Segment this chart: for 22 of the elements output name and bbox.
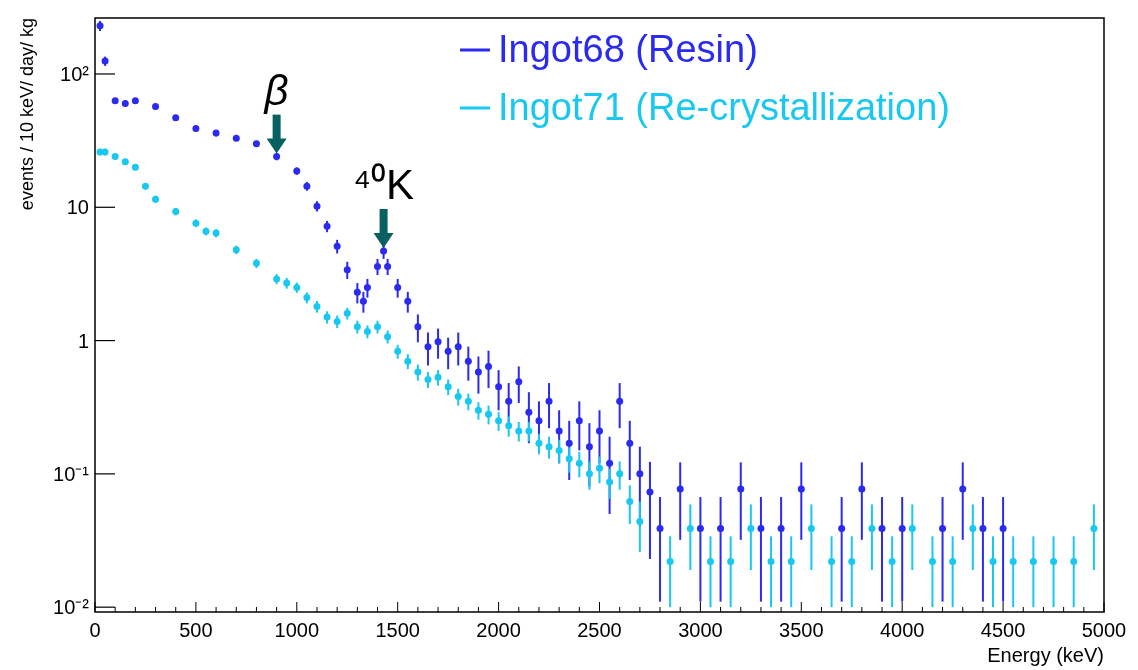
- y-tick-label: 1: [77, 329, 89, 352]
- annotation: β: [262, 66, 289, 114]
- x-tick-label: 4000: [879, 619, 925, 641]
- y-tick-label: 10²: [60, 62, 90, 85]
- y-tick-label: 10⁻²: [53, 596, 90, 619]
- annotation: ⁴⁰K: [353, 160, 415, 208]
- x-tick-label: 2500: [577, 619, 622, 641]
- x-tick-label: 5000: [1081, 619, 1127, 641]
- x-tick-label: 3500: [779, 619, 824, 641]
- y-tick-label: 10⁻¹: [53, 462, 90, 485]
- y-axis-title: events / 10 keV/ day/ kg: [17, 18, 37, 211]
- x-tick-label: 1000: [274, 619, 320, 641]
- x-tick-label: 4500: [980, 619, 1026, 641]
- x-tick-label: 2000: [476, 619, 521, 641]
- x-tick-label: 3000: [678, 619, 723, 641]
- legend-label: Ingot71 (Re-crystallization): [498, 86, 950, 128]
- x-tick-label: 500: [179, 619, 213, 641]
- x-axis-title: Energy (keV): [987, 644, 1104, 666]
- x-tick-label: 1500: [375, 619, 420, 641]
- x-tick-label: 0: [89, 619, 101, 641]
- legend-label: Ingot68 (Resin): [498, 28, 758, 70]
- y-tick-label: 10: [66, 196, 89, 219]
